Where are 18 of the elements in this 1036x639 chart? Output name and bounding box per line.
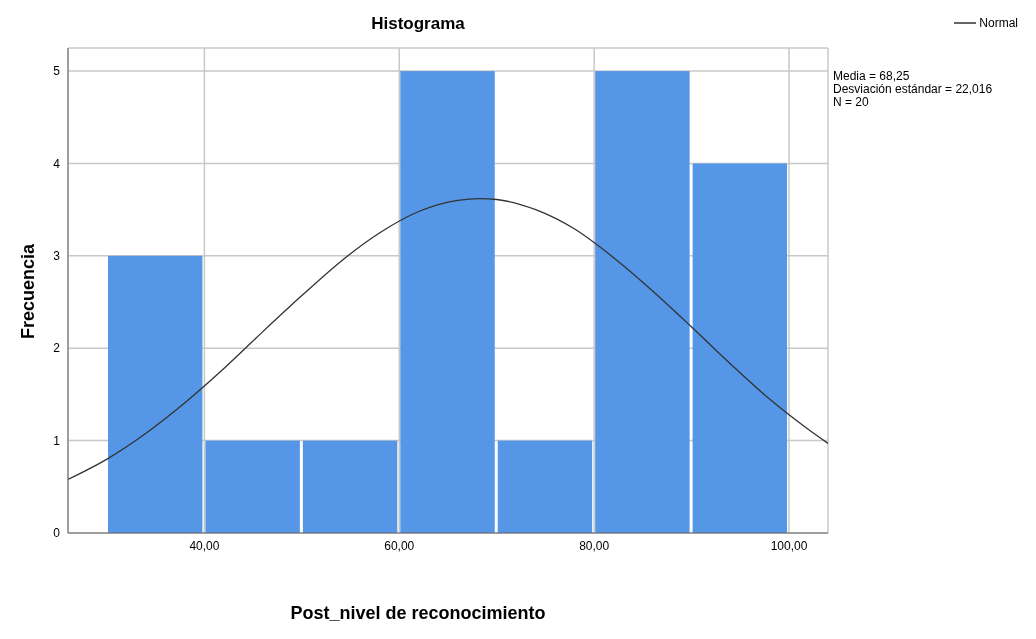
x-tick-label: 40,00 bbox=[189, 538, 220, 553]
text: Desviación estándar = 22,016 bbox=[833, 82, 993, 96]
chart-title: Histograma bbox=[370, 14, 466, 34]
x-tick-label: 80,00 bbox=[579, 538, 610, 553]
y-axis-title: Frecuencia bbox=[17, 242, 39, 341]
y-tick-label: 4 bbox=[53, 156, 61, 171]
y-tick-label: 1 bbox=[53, 433, 61, 448]
line-series bbox=[68, 197, 828, 481]
x-tick-label: 60,00 bbox=[384, 538, 415, 553]
text: Media = 68,25 bbox=[833, 69, 911, 83]
x-tick-label: 100,00 bbox=[770, 538, 808, 553]
y-tick-label: 3 bbox=[53, 249, 61, 264]
x-axis-title: Post_nivel de reconocimiento bbox=[289, 603, 547, 624]
legend-label: Normal bbox=[979, 16, 1018, 30]
y-tick-label: 0 bbox=[53, 526, 61, 541]
y-tick-label: 2 bbox=[53, 341, 61, 356]
text: N = 20 bbox=[833, 95, 870, 109]
y-tick-label: 5 bbox=[53, 64, 61, 79]
